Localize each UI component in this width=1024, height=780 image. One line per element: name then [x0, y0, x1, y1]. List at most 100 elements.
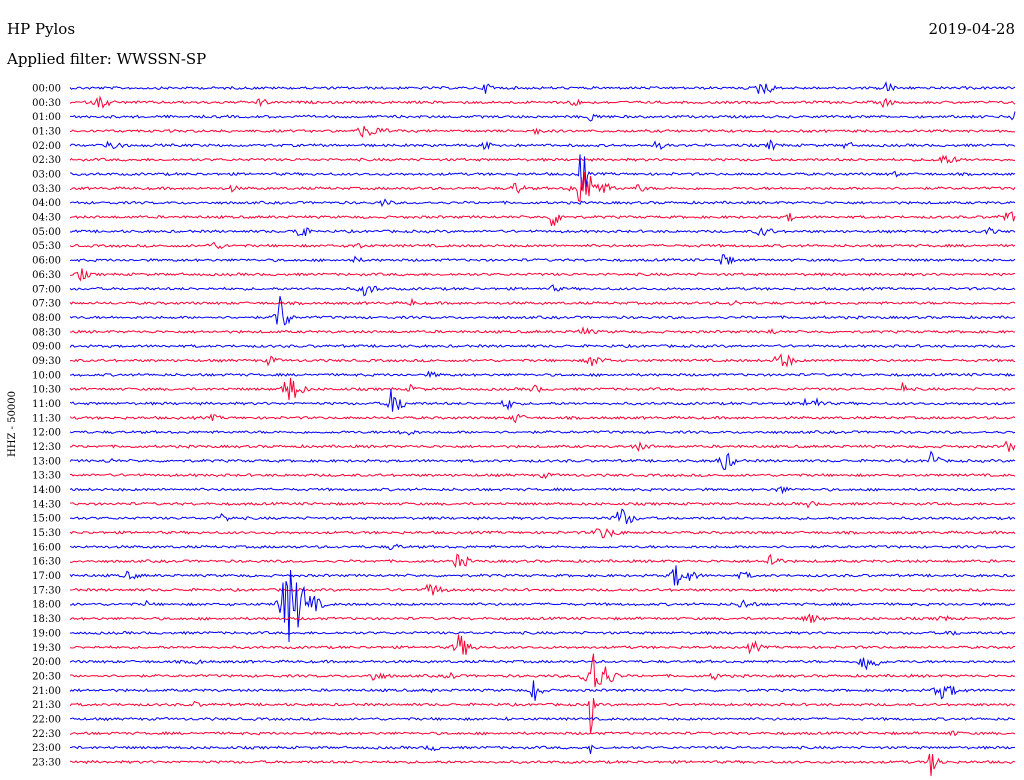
- y-axis-label: HHZ - 50000: [7, 391, 18, 457]
- time-label: 04:00: [32, 198, 61, 209]
- filter-label: Applied filter: WWSSN-SP: [7, 50, 207, 68]
- trace-line-0030: [69, 95, 1016, 109]
- trace-line-0400: [69, 198, 1016, 207]
- time-label: 09:00: [32, 342, 61, 353]
- trace-line-0100: [70, 111, 1016, 122]
- time-labels: 00:00 00:30 01:00 01:30 02:00 02:30 03:00 03:30…: [32, 84, 61, 769]
- trace-line-1500: [69, 508, 1016, 525]
- trace-line-0900: [69, 343, 1016, 349]
- trace-line-1330: [69, 472, 1016, 480]
- trace-line-0200: [69, 139, 1016, 151]
- trace-line-1030: [69, 377, 1016, 401]
- trace-line-0230: [69, 154, 1016, 164]
- time-label: 16:30: [32, 557, 61, 568]
- time-label: 05:30: [32, 241, 61, 252]
- trace-line-1630: [69, 553, 1016, 568]
- time-label: 21:30: [32, 700, 61, 711]
- trace-line-2300: [69, 744, 1016, 754]
- time-label: 03:30: [32, 184, 61, 195]
- time-label: 10:30: [32, 385, 61, 396]
- trace-line-1100: [69, 389, 1016, 412]
- time-label: 00:00: [32, 84, 61, 95]
- trace-line-1300: [69, 450, 1016, 471]
- trace-line-1430: [69, 500, 1016, 509]
- trace-line-2000: [69, 657, 1016, 671]
- time-label: 15:00: [32, 514, 61, 525]
- trace-line-0130: [69, 126, 1016, 138]
- trace-line-0730: [69, 297, 1016, 306]
- time-label: 21:00: [32, 686, 61, 697]
- time-label: 20:30: [32, 671, 61, 682]
- time-label: 23:30: [32, 757, 61, 768]
- time-label: 06:00: [32, 256, 61, 267]
- time-label: 07:30: [32, 299, 61, 310]
- trace-line-0630: [69, 268, 1016, 282]
- trace-line-2230: [69, 730, 1016, 737]
- trace-line-1830: [69, 613, 1016, 624]
- trace-line-2030: [69, 653, 1016, 688]
- time-label: 22:00: [32, 714, 61, 725]
- time-label: 07:00: [32, 284, 61, 295]
- trace-line-0800: [69, 295, 1016, 326]
- time-label: 17:00: [32, 571, 61, 582]
- trace-line-0000: [69, 81, 1016, 95]
- time-label: 13:30: [32, 471, 61, 482]
- trace-line-0430: [69, 211, 1016, 226]
- trace-line-0330: [69, 172, 1016, 203]
- trace-line-1730: [69, 583, 1016, 596]
- trace-line-0700: [69, 284, 1016, 297]
- trace-line-1230: [69, 440, 1016, 453]
- time-label: 12:30: [32, 442, 61, 453]
- trace-line-1000: [69, 370, 1016, 379]
- time-label: 14:00: [32, 485, 61, 496]
- trace-line-1930: [69, 634, 1016, 655]
- trace-line-1700: [69, 565, 1016, 586]
- time-label: 19:00: [32, 628, 61, 639]
- time-label: 18:30: [32, 614, 61, 625]
- trace-line-1130: [69, 413, 1016, 424]
- time-label: 02:30: [32, 155, 61, 166]
- trace-line-0600: [69, 254, 1016, 265]
- time-label: 13:00: [32, 456, 61, 467]
- time-label: 05:00: [32, 227, 61, 238]
- time-label: 02:00: [32, 141, 61, 152]
- time-label: 11:00: [32, 399, 61, 410]
- trace-line-0530: [69, 241, 1016, 250]
- trace-line-1900: [69, 630, 1016, 636]
- time-label: 14:30: [32, 499, 61, 510]
- trace-line-0930: [69, 353, 1016, 368]
- trace-line-1400: [69, 485, 1016, 495]
- trace-line-0830: [69, 326, 1016, 335]
- trace-line-2130: [69, 698, 1016, 734]
- time-label: 16:00: [32, 542, 61, 553]
- time-label: 11:30: [32, 413, 61, 424]
- time-label: 03:00: [32, 170, 61, 181]
- trace-line-1600: [69, 543, 1016, 551]
- time-label: 10:00: [32, 370, 61, 381]
- trace-line-1800: [69, 570, 1016, 643]
- time-label: 23:00: [32, 743, 61, 754]
- time-label: 19:30: [32, 643, 61, 654]
- trace-lines: [69, 81, 1016, 777]
- trace-line-1200: [69, 429, 1016, 436]
- station-name: HP Pylos: [7, 20, 76, 38]
- time-label: 22:30: [32, 729, 61, 740]
- time-label: 17:30: [32, 585, 61, 596]
- time-label: 18:00: [32, 600, 61, 611]
- time-label: 20:00: [32, 657, 61, 668]
- time-label: 06:30: [32, 270, 61, 281]
- time-label: 08:30: [32, 327, 61, 338]
- time-label: 15:30: [32, 528, 61, 539]
- trace-line-2100: [69, 680, 1016, 701]
- time-label: 09:30: [32, 356, 61, 367]
- time-label: 01:30: [32, 127, 61, 138]
- trace-line-0500: [69, 226, 1016, 237]
- trace-line-1530: [69, 528, 1016, 539]
- time-label: 12:00: [32, 428, 61, 439]
- trace-line-2330: [69, 753, 1016, 777]
- time-label: 08:00: [32, 313, 61, 324]
- plot-date: 2019-04-28: [928, 20, 1015, 38]
- time-label: 04:30: [32, 213, 61, 224]
- trace-line-0300: [69, 154, 1016, 192]
